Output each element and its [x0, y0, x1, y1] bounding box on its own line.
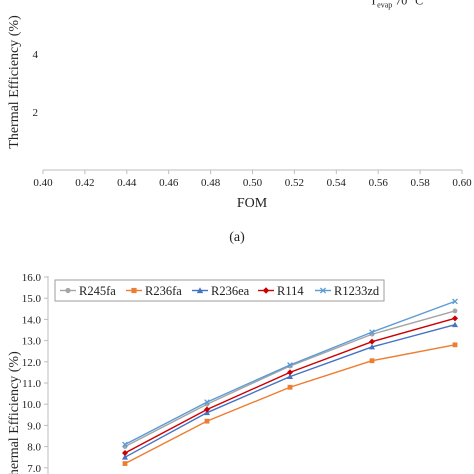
- legend-marker-r1233zd: [319, 287, 327, 294]
- legend-label-r236ea: R236ea: [211, 284, 250, 298]
- legend-label-r114: R114: [277, 284, 304, 298]
- chart-b-legend: R245fa R236fa R236ea R114 R1233zd: [60, 284, 380, 298]
- chart-b-y-tick-label: 7.0: [27, 463, 41, 474]
- annotation-subscript: evap: [377, 1, 392, 10]
- chart-a-x-tick-label: 0.58: [410, 177, 430, 189]
- series-point-r114: [452, 315, 458, 322]
- chart-a-x-ticks: 0.40 0.42 0.44 0.46 0.48 0.50 0.52 0.54 0.56 0.58…: [33, 170, 472, 189]
- series-point-r114: [287, 369, 293, 376]
- legend-marker-r236ea: [196, 287, 204, 294]
- series-point-r236fa: [287, 384, 293, 390]
- chart-b-y-tick-label: 15.0: [22, 293, 42, 305]
- chart-a-y-tick-label: 6: [33, 0, 39, 3]
- chart-a-x-tick-label: 0.42: [75, 177, 94, 189]
- series-point-r1233zd: [287, 362, 293, 368]
- chart-b-y-tick-label: 10.0: [22, 399, 42, 411]
- series-point-r1233zd: [204, 399, 210, 405]
- chart-a-x-tick-label: 0.54: [327, 177, 347, 189]
- chart-a-y-tick-label: 4: [33, 49, 39, 61]
- legend-label-r1233zd: R1233zd: [334, 284, 380, 298]
- chart-a-y-axis-label: Thermal Efficiency (%): [7, 15, 22, 149]
- chart-a-plot-area: Present Studyeqn (11)Tevap 90 °CTevap 80…: [370, 0, 423, 10]
- series-point-r1233zd-stroke-2: [369, 329, 375, 335]
- chart-b: 16.0 15.0 14.0 13.0 12.0 11.0 10.0 9.0 8.0 7.0 Th…: [7, 272, 458, 474]
- chart-b-y-tick-label: 16.0: [22, 272, 42, 284]
- series-point-r1233zd-stroke-2: [204, 399, 210, 405]
- series-point-r236fa: [204, 418, 210, 424]
- chart-a-y-ticks: 8642: [33, 0, 39, 119]
- chart-b-y-tick-label: 14.0: [22, 314, 42, 326]
- series-point-r236fa: [369, 358, 375, 364]
- chart-a-x-tick-label: 0.60: [452, 177, 472, 189]
- legend-label-r245fa: R245fa: [79, 284, 116, 298]
- chart-a: 0.40 0.42 0.44 0.46 0.48 0.50 0.52 0.54 0.56 0.58…: [7, 0, 472, 245]
- legend-marker-r114: [262, 287, 270, 294]
- chart-b-plot-area: [122, 298, 458, 466]
- legend-label-r236fa: R236fa: [145, 284, 182, 298]
- chart-a-annotation: Tevap 70 °C: [370, 0, 423, 10]
- series-point-r236ea: [369, 343, 375, 350]
- chart-b-y-tick-label: 13.0: [22, 336, 42, 348]
- chart-a-y-tick-label: 2: [33, 107, 39, 119]
- legend-marker-r236fa: [131, 287, 137, 294]
- legend-marker-r1233zd-stroke-2: [319, 287, 327, 294]
- chart-b-y-axis-label: Thermal Efficiency (%): [7, 351, 22, 474]
- panel-label-a: (a): [229, 230, 245, 245]
- chart-b-y-tick-label: 9.0: [27, 420, 41, 432]
- series-point-r236fa: [122, 461, 128, 466]
- series-point-r236fa: [452, 342, 458, 348]
- chart-a-x-tick-label: 0.44: [117, 177, 137, 189]
- chart-b-y-ticks: 16.0 15.0 14.0 13.0 12.0 11.0 10.0 9.0 8.0 7.0: [22, 272, 48, 474]
- series-point-r236ea: [122, 454, 128, 460]
- series-point-r1233zd: [122, 441, 128, 448]
- chart-a-x-tick-label: 0.48: [201, 177, 221, 189]
- series-point-r1233zd: [369, 329, 375, 335]
- chart-b-y-tick-label: 11.0: [22, 378, 41, 390]
- chart-b-y-tick-label: 8.0: [27, 442, 41, 454]
- chart-a-x-tick-label: 0.50: [243, 177, 263, 189]
- chart-a-x-axis-label: FOM: [237, 196, 268, 211]
- series-point-r1233zd-stroke-2: [122, 441, 128, 448]
- series-point-r1233zd: [452, 298, 458, 305]
- series-point-r1233zd-stroke-2: [452, 298, 458, 305]
- annotation-temperature: 70 °C: [392, 0, 423, 8]
- chart-a-x-tick-label: 0.56: [369, 177, 389, 189]
- series-point-r114: [122, 449, 128, 456]
- series-line-r236fa: [124, 344, 456, 465]
- chart-b-y-tick-label: 12.0: [22, 357, 42, 369]
- chart-b-legend-box: [54, 279, 385, 302]
- legend-marker-r245fa: [65, 287, 71, 294]
- chart-a-x-tick-label: 0.52: [285, 177, 304, 189]
- series-point-r1233zd-stroke-2: [287, 362, 293, 368]
- chart-a-x-tick-label: 0.40: [33, 177, 53, 189]
- series-point-r114: [369, 338, 375, 345]
- series-point-r236ea: [452, 321, 458, 328]
- series-point-r114: [204, 406, 210, 413]
- chart-a-x-tick-label: 0.46: [159, 177, 179, 189]
- series-point-r245fa: [452, 308, 458, 314]
- series-point-r236ea: [287, 373, 293, 380]
- annotation-symbol: T: [370, 0, 378, 8]
